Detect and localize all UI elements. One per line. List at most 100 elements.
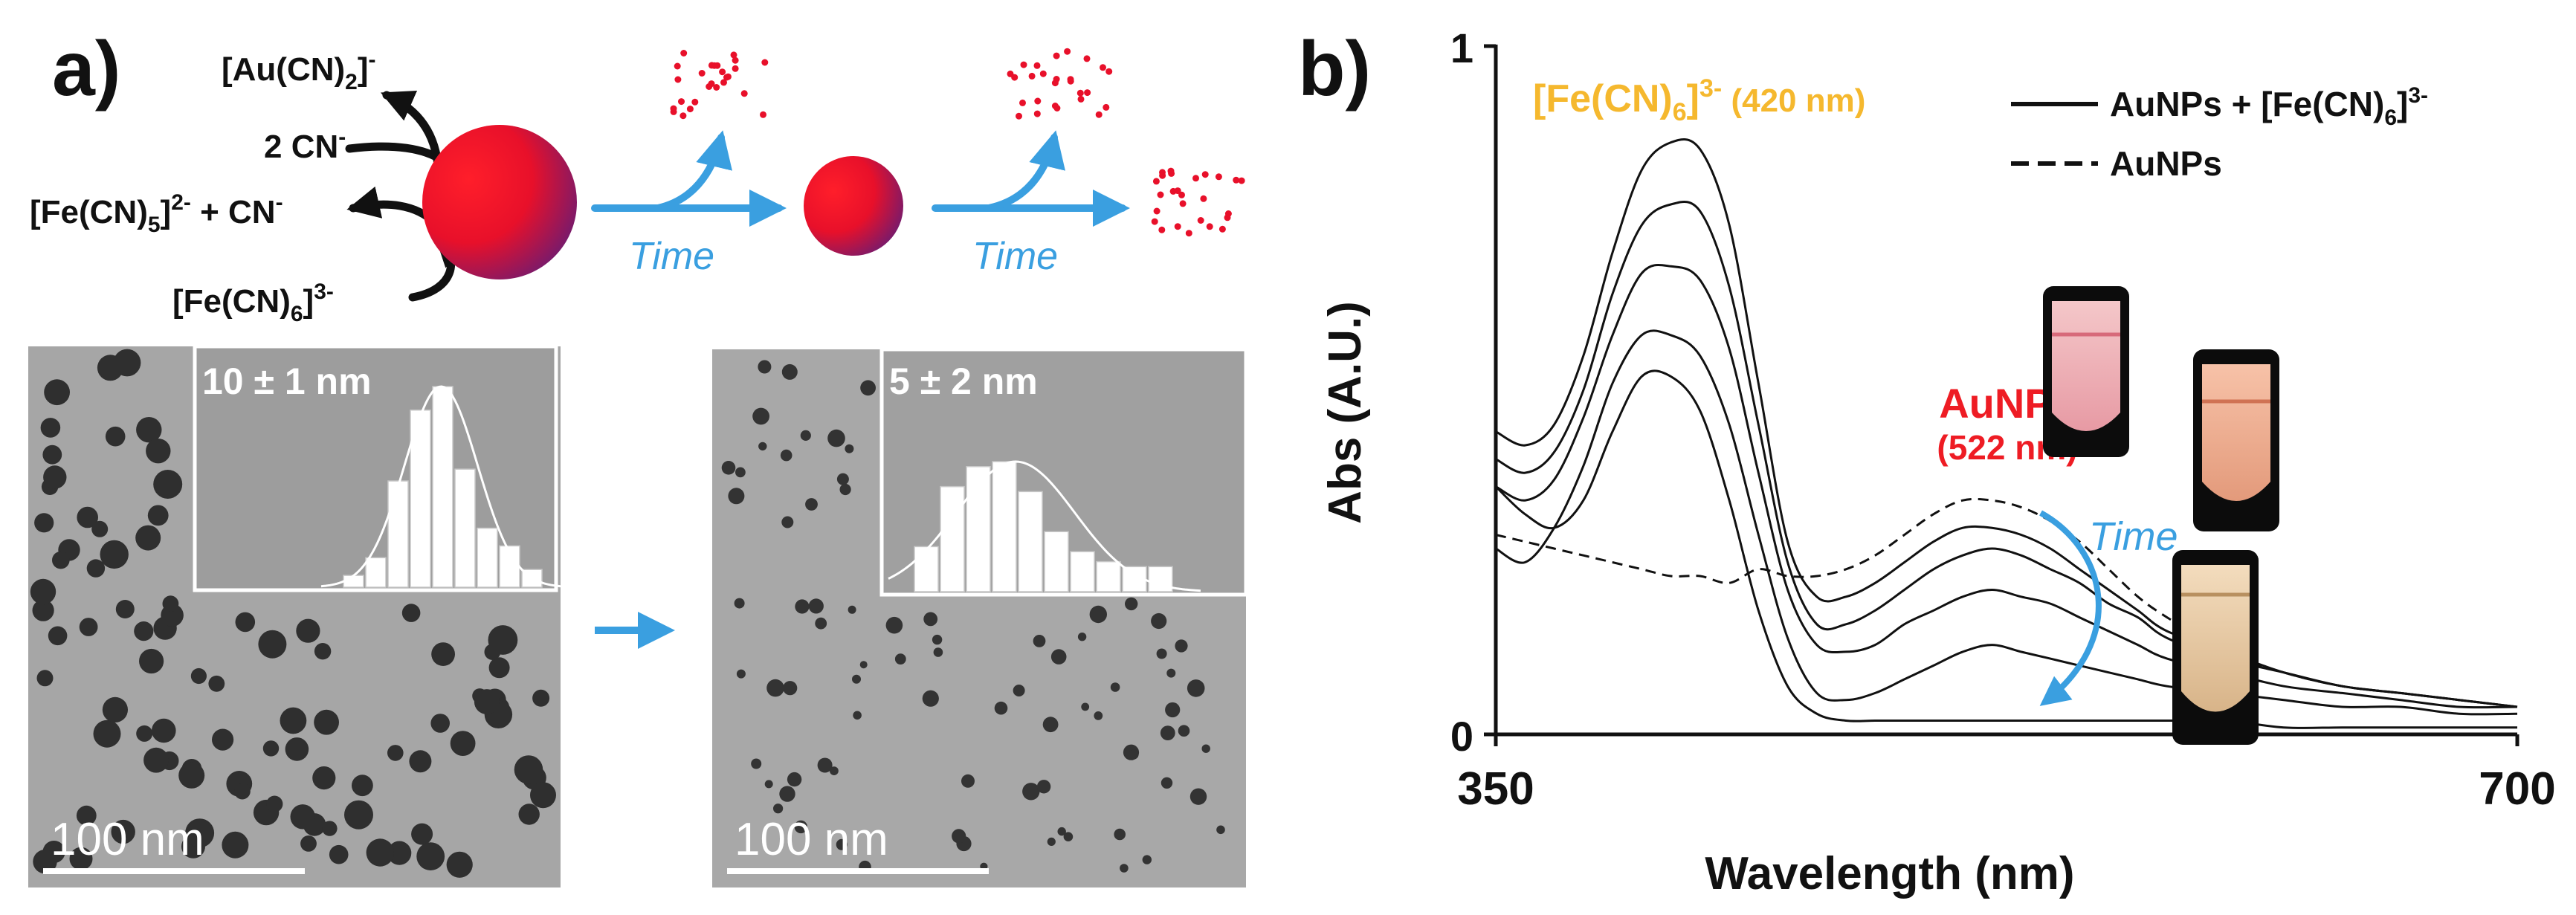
tem-particle — [290, 804, 315, 830]
histogram-bar — [1044, 531, 1069, 592]
dissolved-gold-dot — [732, 56, 739, 64]
tem-particle — [1042, 717, 1059, 733]
vial-photo-3 — [2172, 550, 2259, 745]
histogram-bar — [432, 386, 453, 588]
dissolved-gold-dot — [724, 73, 732, 80]
dissolved-gold-dot — [1224, 210, 1232, 217]
tem-particle — [994, 701, 1008, 715]
tem-particle — [808, 598, 824, 614]
tem-image-right: 5 ± 2 nm 100 nm — [712, 347, 1248, 887]
tem-particle — [102, 696, 128, 723]
time-label-1: Time — [629, 235, 714, 278]
ferricyanide-peak-label: [Fe(CN)6]3- (420 nm) — [1533, 74, 1865, 126]
tem-particle — [235, 612, 256, 633]
dissolved-gold-dot — [1100, 64, 1106, 71]
dissolved-gold-dot — [1084, 89, 1091, 97]
time-label-2: Time — [972, 235, 1058, 278]
tem-particle — [852, 674, 861, 684]
tem-particle — [836, 838, 848, 850]
tem-particle — [1142, 855, 1152, 864]
au-out-arrow — [380, 91, 443, 183]
dissolved-gold-dot — [1064, 48, 1071, 55]
tem-particle — [1050, 649, 1067, 665]
dissolved-gold-dot — [1053, 52, 1060, 59]
tem-particle — [805, 498, 818, 511]
tem-particle — [93, 720, 121, 748]
histogram-bar — [940, 485, 965, 592]
dissolved-gold-dot — [1201, 171, 1209, 178]
tem-particle — [794, 820, 808, 834]
tem-particle — [1036, 780, 1051, 794]
tem-particle — [1178, 725, 1190, 737]
tem-particle — [735, 467, 746, 478]
dissolved-gold-dot — [720, 79, 727, 86]
tem-particle — [314, 709, 339, 735]
tem-particle — [1089, 605, 1108, 624]
tem-particle — [135, 525, 161, 551]
dissolved-gold-dot — [1185, 230, 1192, 237]
tem-particle — [853, 711, 862, 720]
tem-particle — [352, 775, 373, 797]
tem-particle — [1013, 685, 1025, 696]
dissolved-gold-dot — [1158, 226, 1166, 233]
dissolved-gold-dot — [1053, 76, 1060, 83]
tem-particle — [91, 520, 109, 537]
tem-particle — [450, 731, 476, 756]
dissolved-gold-dot — [679, 112, 687, 120]
reaction-scheme: [Au(CN)2]- 2 CN- [Fe(CN)5]2- + CN- [Fe(C… — [30, 48, 376, 326]
tem-particle — [190, 667, 207, 685]
tem-particle — [827, 429, 845, 447]
dissolved-gold-dot — [1157, 191, 1164, 198]
tem-right-histogram — [888, 460, 1201, 592]
histogram-bar — [343, 575, 364, 588]
tem-particle — [859, 661, 868, 669]
dissolved-gold-dot — [691, 98, 699, 106]
tem-particle — [795, 599, 810, 614]
tem-particle — [401, 604, 421, 622]
tem-particle — [532, 689, 550, 707]
tem-particle — [1187, 679, 1205, 697]
histogram-bar — [1018, 491, 1043, 592]
tem-particle — [136, 417, 162, 443]
tem-particle — [1022, 783, 1040, 801]
dissolved-gold-dot — [1016, 112, 1022, 120]
tem-particle — [86, 559, 106, 578]
dissolved-gold-cluster-3 — [1151, 167, 1245, 237]
tem-particle — [781, 363, 798, 380]
tem-particle — [43, 465, 67, 489]
tem-particle — [100, 540, 129, 569]
spectrum-time-label: Time — [2089, 514, 2178, 559]
tem-particle — [76, 805, 97, 826]
dissolved-gold-dot — [1192, 175, 1199, 182]
tem-particle — [48, 626, 68, 646]
tem-particle — [773, 804, 784, 814]
tem-particle — [1081, 702, 1090, 711]
tem-particle — [296, 618, 320, 643]
tem-particle — [885, 616, 903, 634]
dissolved-gold-dot — [1076, 89, 1084, 97]
tem-particle — [147, 505, 169, 526]
tem-particle — [162, 595, 179, 612]
tem-particle — [728, 488, 745, 505]
tem-particle — [115, 600, 135, 618]
tem-particle — [32, 599, 54, 621]
tem-particle — [1160, 725, 1175, 740]
y-axis-title: Abs (A.U.) — [1320, 301, 1371, 524]
tem-particle — [894, 653, 906, 665]
tem-particle — [69, 847, 93, 870]
tem-particle — [146, 439, 171, 464]
tem-particle — [488, 657, 510, 679]
tem-particle — [312, 766, 336, 790]
tem-particle — [781, 516, 794, 528]
reagent-cyanide: 2 CN- — [264, 125, 346, 165]
histogram-fit-curve — [888, 460, 1201, 592]
tem-particle — [848, 605, 856, 614]
tem-particle — [1125, 597, 1138, 611]
dissolved-gold-dot — [1152, 178, 1160, 185]
tem-particle — [766, 679, 784, 697]
tem-particle — [780, 449, 793, 462]
product-au-cyanide: [Au(CN)2]- — [222, 48, 376, 94]
tem-particle — [266, 795, 283, 812]
tem-particle — [764, 780, 773, 789]
